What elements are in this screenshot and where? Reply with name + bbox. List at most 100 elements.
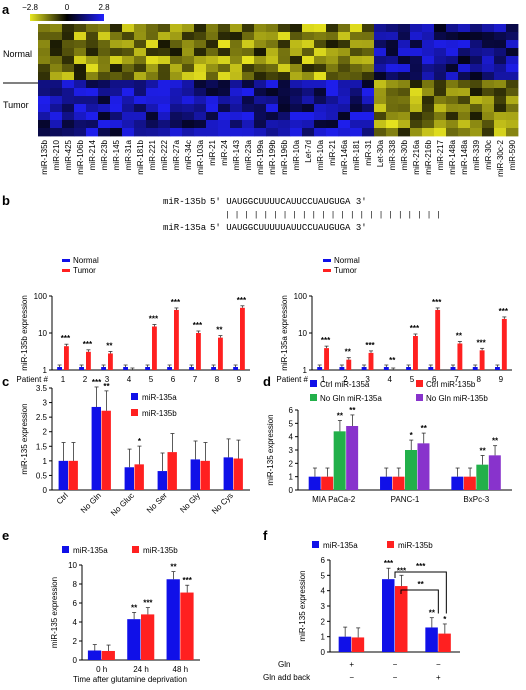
heatmap-cell	[98, 24, 111, 33]
heatmap-cell	[254, 40, 267, 49]
heatmap-cell	[314, 64, 327, 73]
heatmap-cell	[194, 48, 207, 57]
heatmap-cell	[50, 88, 63, 97]
heatmap-cell	[266, 24, 279, 33]
heatmap-column-label: miR-339	[472, 139, 481, 170]
legend-label-mir135a: miR-135a	[323, 541, 358, 550]
significance-label: ***	[321, 336, 331, 345]
heatmap-cell	[74, 40, 87, 49]
heatmap-cell	[434, 64, 447, 73]
f-y-tick-label: 3	[321, 602, 326, 611]
heatmap-cell	[122, 56, 135, 65]
heatmap-cell	[170, 112, 183, 121]
heatmap-cell	[374, 40, 387, 49]
heatmap-cell	[446, 80, 459, 89]
heatmap-cell	[38, 96, 51, 105]
heatmap-cell	[374, 128, 387, 137]
bar-no-gln-mir-135b	[488, 455, 501, 490]
heatmap-column-label: miR-10a	[316, 139, 325, 170]
significance-label: ***	[432, 298, 442, 307]
heatmap-cell	[278, 24, 291, 33]
x-tick-label: 24 h	[133, 665, 149, 674]
heatmap-cell	[278, 80, 291, 89]
heatmap-cell	[506, 128, 519, 137]
heatmap-cell	[254, 56, 267, 65]
heatmap-cell	[398, 128, 411, 137]
heatmap-cell	[182, 120, 195, 129]
heatmap-cell	[146, 128, 159, 137]
heatmap-cell	[146, 72, 159, 81]
heatmap-cell	[62, 104, 75, 113]
heatmap-cell	[326, 120, 339, 129]
heatmap-cell	[134, 120, 147, 129]
heatmap-cell	[302, 40, 315, 49]
heatmap-cell	[470, 112, 483, 121]
panel-label-d: d	[263, 374, 271, 389]
heatmap-cell	[242, 96, 255, 105]
bar-no-gln-mir-135a	[405, 450, 417, 490]
heatmap-cell	[146, 88, 159, 97]
bar-ctrl-mir-135a	[451, 476, 464, 490]
heatmap-cell	[50, 96, 63, 105]
condition-gln: −	[436, 660, 441, 669]
chart-b-right: 1 10 100 miR-135a expression Patient # *** 1 **…	[276, 292, 512, 384]
significance-label: ***	[171, 298, 181, 307]
heatmap-cell	[422, 48, 435, 57]
x-tick-label: 3	[365, 375, 370, 384]
significance-label: *	[443, 615, 447, 624]
heatmap-column-label: miR-21	[328, 139, 337, 165]
heatmap-cell	[446, 88, 459, 97]
legend-swatch-ctrl-135a	[310, 380, 317, 387]
bar-no-gln-mir-135a	[476, 464, 489, 490]
heatmap-cell	[50, 40, 63, 49]
heatmap-cell	[110, 104, 123, 113]
legend-swatch-nogln-135b	[416, 394, 423, 401]
bar-no-gln-mir-135a	[333, 431, 346, 490]
heatmap-cell	[338, 120, 351, 129]
heatmap-cell	[362, 64, 375, 73]
legend-swatch-normal	[323, 259, 331, 262]
heatmap-cell	[398, 56, 411, 65]
panel-label-a: a	[2, 2, 10, 17]
bar-normal	[189, 367, 194, 370]
significance-label: ***	[183, 576, 193, 585]
condition-gln: −	[393, 660, 398, 669]
heatmap-cell	[218, 72, 231, 81]
heatmap-cell	[458, 24, 471, 33]
heatmap-column-label: miR-146a	[340, 139, 349, 174]
heatmap-cell	[446, 64, 459, 73]
heatmap-cell	[194, 24, 207, 33]
heatmap-cell	[86, 120, 99, 129]
heatmap-cell	[482, 48, 495, 57]
heatmap-cell	[218, 96, 231, 105]
heatmap-cell	[254, 80, 267, 89]
heatmap-cell	[350, 56, 363, 65]
heatmap-cell	[422, 24, 435, 33]
x-tick-label: PANC-1	[391, 495, 420, 504]
heatmap-cell	[470, 48, 483, 57]
heatmap-cell	[158, 120, 171, 129]
heatmap-cell	[446, 24, 459, 33]
b-left-y-tick-label: 1	[43, 366, 48, 375]
x-tick-label: 2	[83, 375, 88, 384]
heatmap-cell	[278, 56, 291, 65]
heatmap-cell	[386, 96, 399, 105]
heatmap-cell	[302, 104, 315, 113]
heatmap-cell	[182, 40, 195, 49]
seq-a-name: miR-135a	[163, 223, 207, 233]
heatmap-cell	[290, 112, 303, 121]
heatmap-cell	[338, 80, 351, 89]
heatmap-cell	[422, 40, 435, 49]
heatmap-cell	[206, 64, 219, 73]
significance-label: ***	[365, 341, 375, 350]
bar-mir-135a	[338, 636, 352, 652]
heatmap-cell	[362, 128, 375, 137]
heatmap-cell	[218, 48, 231, 57]
heatmap-cell	[98, 40, 111, 49]
heatmap-cell	[410, 56, 423, 65]
heatmap-cell	[170, 120, 183, 129]
heatmap-cell	[434, 32, 447, 41]
heatmap-cell	[506, 48, 519, 57]
heatmap-cell	[86, 32, 99, 41]
bar-mir-135b	[101, 410, 111, 490]
